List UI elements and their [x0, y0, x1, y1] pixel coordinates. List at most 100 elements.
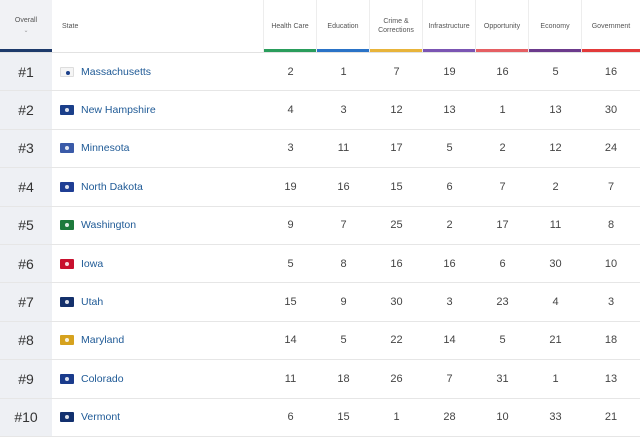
state-link[interactable]: Massachusetts	[81, 65, 152, 78]
category-rank-value: 2	[287, 65, 294, 78]
category-rank-value: 13	[443, 104, 456, 117]
state-flag-icon	[60, 66, 74, 77]
state-link[interactable]: Maryland	[81, 334, 125, 347]
category-rank-value: 30	[390, 296, 403, 309]
category-rank-value: 1	[340, 65, 347, 78]
category-rank-value: 18	[604, 334, 618, 347]
category-rank-value: 14	[443, 334, 456, 347]
state-header-label: State	[62, 22, 79, 30]
state-flag-icon	[60, 105, 74, 116]
table-row[interactable]: #9 Colorado 11 18 26 7 31 1 13	[0, 360, 640, 399]
overall-rank: #8	[0, 321, 52, 360]
table-row[interactable]: #1 Massachusetts 2 1 7 19 16 5 16	[0, 53, 640, 92]
state-link[interactable]: North Dakota	[81, 180, 143, 193]
category-rank-value: 21	[604, 411, 618, 424]
category-column-header[interactable]: Education	[317, 0, 370, 52]
category-header-underline	[264, 49, 316, 52]
category-rank-value: 16	[604, 65, 618, 78]
category-rank-value: 5	[446, 142, 453, 155]
table-row[interactable]: #10 Vermont 6 15 1 28 10 33 21	[0, 398, 640, 437]
table-row[interactable]: #7 Utah 15 9 30 3 23 4 3	[0, 283, 640, 322]
table-body: #1 Massachusetts 2 1 7 19 16 5 16 #2 New Hampshire…	[0, 53, 640, 437]
state-link[interactable]: Vermont	[81, 411, 121, 424]
state-flag-icon	[60, 258, 74, 269]
state-flag-icon	[60, 220, 74, 231]
category-header-underline	[582, 49, 640, 52]
category-rank-value: 4	[287, 104, 294, 117]
category-rank-value: 33	[549, 411, 562, 424]
table-row[interactable]: #6 Iowa 5 8 16 16 6 30 10	[0, 244, 640, 284]
category-rank-value: 11	[284, 372, 297, 385]
category-header-label: Economy	[540, 22, 570, 30]
table-row[interactable]: #5 Washington 9 7 25 2 17 11 8	[0, 206, 640, 245]
category-rank-value: 17	[390, 142, 403, 155]
category-column-header[interactable]: Opportunity	[476, 0, 529, 52]
category-header-underline	[423, 49, 475, 52]
category-header-label: Infrastructure	[428, 22, 470, 30]
state-cell: New Hampshire	[52, 91, 264, 128]
category-rank-value: 5	[287, 257, 294, 270]
category-rank-value: 3	[607, 296, 615, 309]
overall-rank: #5	[0, 206, 52, 244]
table-row[interactable]: #3 Minnesota 3 11 17 5 2 12 24	[0, 129, 640, 169]
overall-column-header[interactable]: Overall ⌄	[0, 0, 52, 52]
category-rank-value: 23	[496, 296, 509, 309]
state-link[interactable]: Utah	[81, 296, 104, 309]
table-header: Overall ⌄ State Health Care Education Crim…	[0, 0, 640, 53]
state-cell: Vermont	[52, 399, 264, 436]
table-row[interactable]: #2 New Hampshire 4 3 12 13 1 13 30	[0, 91, 640, 130]
category-rank-value: 10	[604, 257, 618, 270]
overall-rank: #2	[0, 91, 52, 129]
category-header-label: Government	[591, 22, 631, 30]
overall-header-underline	[0, 49, 52, 52]
state-link[interactable]: Washington	[81, 219, 137, 232]
state-column-header[interactable]: State	[52, 0, 264, 52]
state-cell: Massachusetts	[52, 53, 264, 90]
category-rank-value: 30	[604, 104, 618, 117]
category-rank-value: 5	[499, 334, 506, 347]
category-rank-value: 6	[499, 257, 506, 270]
category-rank-value: 7	[446, 372, 453, 385]
state-flag-icon	[60, 143, 74, 154]
category-column-header[interactable]: Economy	[529, 0, 582, 52]
category-rank-value: 25	[390, 219, 403, 232]
category-rank-value: 19	[443, 65, 456, 78]
category-header-underline	[529, 49, 581, 52]
category-rank-value: 15	[337, 411, 350, 424]
state-cell: Colorado	[52, 360, 264, 397]
state-flag-icon	[60, 335, 74, 346]
category-rank-value: 21	[549, 334, 562, 347]
state-link[interactable]: New Hampshire	[81, 104, 156, 117]
category-column-header[interactable]: Health Care	[264, 0, 317, 52]
table-row[interactable]: #4 North Dakota 19 16 15 6 7 2 7	[0, 168, 640, 207]
category-header-underline	[317, 49, 369, 52]
table-row[interactable]: #8 Maryland 14 5 22 14 5 21 18	[0, 321, 640, 361]
category-rank-value: 17	[496, 219, 509, 232]
state-link[interactable]: Colorado	[81, 372, 124, 385]
category-rank-value: 16	[390, 257, 403, 270]
category-rank-value: 4	[552, 296, 559, 309]
category-header-label: Education	[327, 22, 359, 30]
category-rank-value: 5	[340, 334, 347, 347]
category-rank-value: 9	[287, 219, 294, 232]
overall-rank: #9	[0, 360, 52, 398]
category-column-header[interactable]: Crime & Corrections	[370, 0, 423, 52]
category-rank-value: 2	[552, 180, 559, 193]
state-link[interactable]: Minnesota	[81, 142, 130, 155]
category-rank-value: 16	[496, 65, 509, 78]
overall-rank: #4	[0, 168, 52, 206]
state-flag-icon	[60, 297, 74, 308]
category-rank-value: 1	[393, 411, 400, 424]
category-column-header[interactable]: Infrastructure	[423, 0, 476, 52]
category-rank-value: 10	[496, 411, 509, 424]
state-cell: Maryland	[52, 322, 264, 359]
category-column-header[interactable]: Government	[582, 0, 640, 52]
category-rank-value: 18	[337, 372, 350, 385]
state-cell: North Dakota	[52, 168, 264, 205]
category-rank-value: 31	[496, 372, 509, 385]
category-rank-value: 7	[607, 180, 615, 193]
category-rank-value: 28	[443, 411, 456, 424]
category-rank-value: 11	[549, 219, 562, 232]
category-rank-value: 2	[446, 219, 453, 232]
state-link[interactable]: Iowa	[81, 257, 104, 270]
